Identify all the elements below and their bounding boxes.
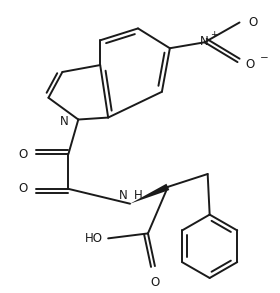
- Text: O: O: [18, 148, 27, 161]
- Text: +: +: [210, 30, 217, 39]
- Text: O: O: [150, 276, 160, 289]
- Text: N: N: [200, 35, 209, 48]
- Text: O: O: [246, 57, 255, 71]
- Text: O: O: [248, 16, 258, 29]
- Text: N: N: [60, 115, 68, 128]
- Text: H: H: [134, 189, 143, 202]
- Text: HO: HO: [85, 232, 103, 245]
- Text: N: N: [119, 189, 128, 202]
- Text: O: O: [18, 182, 27, 195]
- Polygon shape: [130, 184, 169, 204]
- Text: −: −: [259, 53, 268, 63]
